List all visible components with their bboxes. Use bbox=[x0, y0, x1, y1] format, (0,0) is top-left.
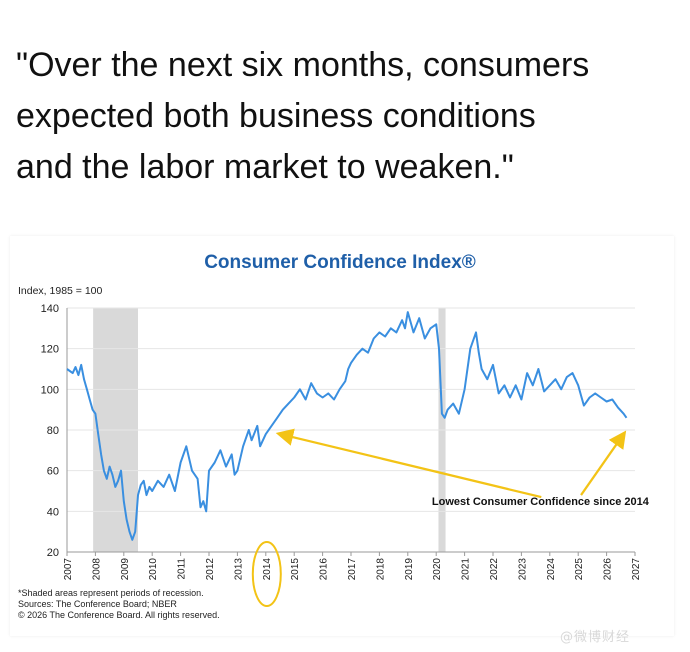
footnote-sources: Sources: The Conference Board; NBER bbox=[18, 599, 177, 609]
y-tick-label: 140 bbox=[41, 303, 59, 315]
x-tick-label: 2027 bbox=[631, 558, 642, 581]
x-tick-label: 2011 bbox=[177, 558, 188, 580]
x-tick-label: 2019 bbox=[404, 558, 415, 581]
y-tick-label: 120 bbox=[41, 344, 59, 356]
x-tick-label: 2018 bbox=[375, 558, 386, 581]
series-line-0 bbox=[66, 311, 628, 541]
x-tick-label: 2012 bbox=[205, 558, 216, 581]
y-tick-label: 40 bbox=[47, 506, 59, 518]
y-tick-label: 60 bbox=[47, 466, 59, 478]
chart-title: Consumer Confidence Index® bbox=[204, 252, 476, 273]
footnote-recession: *Shaded areas represent periods of reces… bbox=[18, 588, 204, 598]
x-tick-label: 2025 bbox=[574, 558, 585, 581]
y-tick-label: 80 bbox=[47, 425, 59, 437]
x-tick-label: 2017 bbox=[347, 558, 358, 581]
headline-quote: "Over the next six months, consumers exp… bbox=[16, 46, 590, 186]
x-tick-label: 2026 bbox=[603, 558, 614, 581]
x-tick-label: 2022 bbox=[489, 558, 500, 581]
y-tick-label: 100 bbox=[41, 384, 59, 396]
y-tick-labels: 20 40 60 80 100 120 140 bbox=[41, 303, 59, 559]
annotation-lowest-since-2014: Lowest Consumer Confidence since 2014 bbox=[432, 496, 650, 508]
grid-lines bbox=[66, 307, 635, 553]
x-tick-labels: 2007 2008 2009 2010 2011 2012 2013 2014 2015 2016… bbox=[63, 541, 642, 607]
x-tick-label: 2013 bbox=[233, 558, 244, 581]
x-tick-label: 2007 bbox=[63, 558, 74, 581]
chart-card: Consumer Confidence Index® Index, 1985 =… bbox=[10, 236, 674, 636]
footnotes: *Shaded areas represent periods of reces… bbox=[18, 588, 220, 620]
consumer-confidence-chart: Consumer Confidence Index® Index, 1985 =… bbox=[18, 252, 650, 620]
annotation-arrow-2014 bbox=[275, 428, 542, 499]
y-tick-label: 20 bbox=[47, 547, 59, 559]
x-tick-label: 2016 bbox=[319, 558, 330, 581]
x-tick-label: 2014 bbox=[262, 558, 273, 581]
x-tick-label: 2021 bbox=[461, 558, 472, 581]
highlight-2014-circle bbox=[251, 541, 282, 607]
x-tick-label: 2015 bbox=[290, 558, 301, 581]
footnote-copyright: © 2026 The Conference Board. All rights … bbox=[18, 610, 220, 620]
x-tick-label: 2008 bbox=[91, 558, 102, 581]
x-tick-label: 2023 bbox=[517, 558, 528, 581]
annotation-layer: Lowest Consumer Confidence since 2014 bbox=[275, 428, 650, 508]
x-tick-label: 2024 bbox=[546, 558, 557, 581]
y-axis-label: Index, 1985 = 100 bbox=[18, 285, 103, 297]
watermark: @微博财经 bbox=[560, 630, 631, 645]
x-tick-label: 2010 bbox=[148, 558, 159, 581]
annotation-arrow-latest bbox=[580, 430, 627, 496]
x-tick-label: 2009 bbox=[120, 558, 131, 581]
x-tick-label: 2020 bbox=[432, 558, 443, 581]
series-layer bbox=[66, 311, 628, 541]
